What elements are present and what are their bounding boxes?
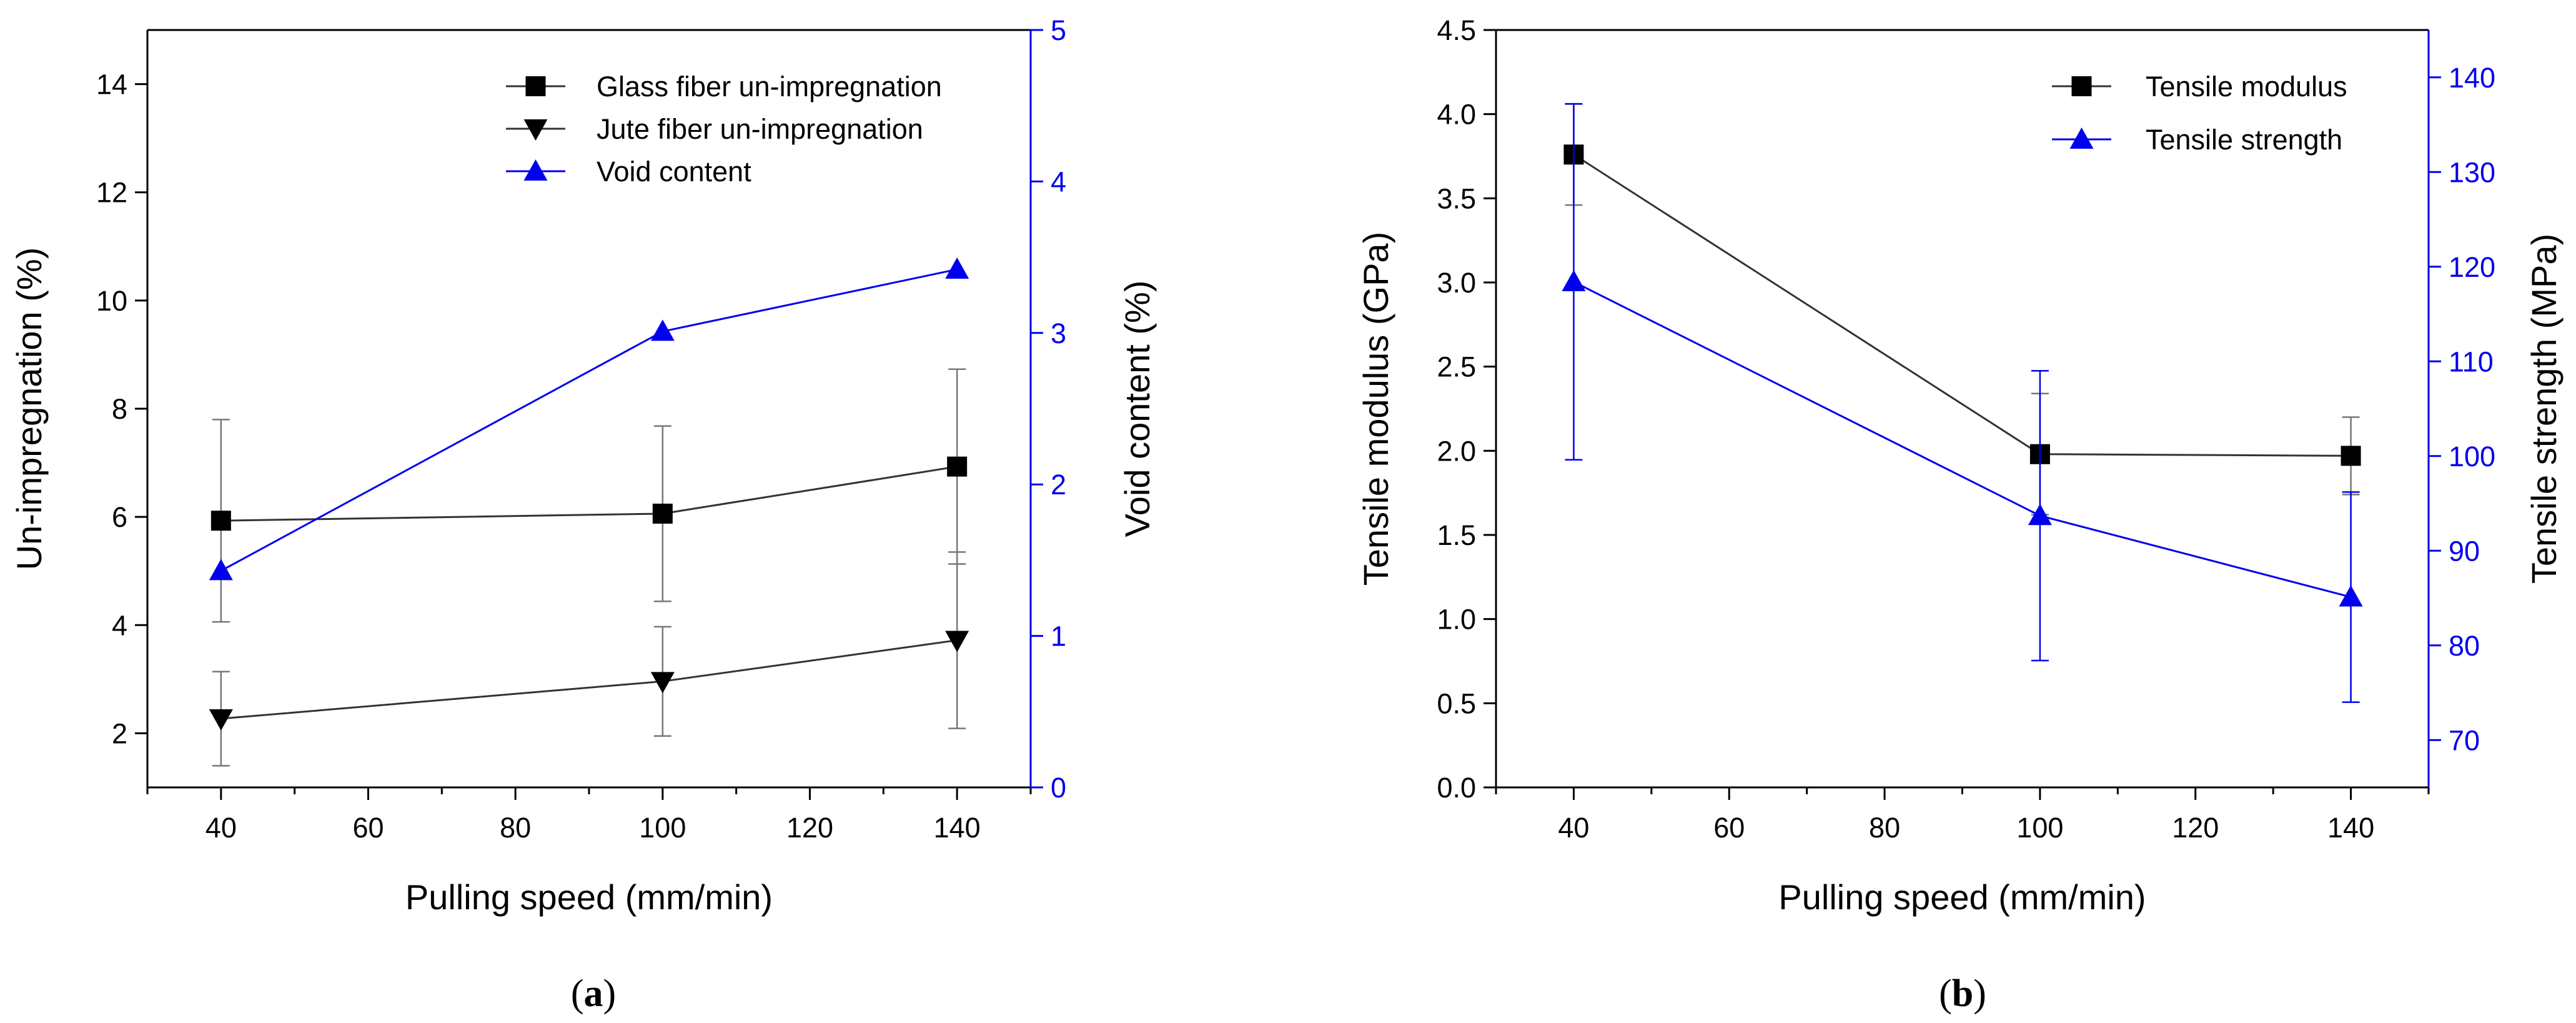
legend-label: Tensile strength xyxy=(2146,124,2342,156)
panel-label-letter: a xyxy=(584,972,603,1015)
y-left-axis-label: Un-impregnation (%) xyxy=(9,247,49,571)
panel-label-open: ( xyxy=(571,972,584,1015)
y-left-tick-label: 4 xyxy=(112,609,127,641)
panel-label: (a) xyxy=(571,972,616,1015)
y-right-axis-label: Tensile strength (MPa) xyxy=(2524,234,2564,584)
data-point xyxy=(211,511,231,531)
y-right-tick-label: 0 xyxy=(1051,772,1066,804)
y-right-tick-label: 4 xyxy=(1051,166,1066,197)
legend-marker xyxy=(525,76,546,96)
y-right-tick-label: 140 xyxy=(2449,62,2495,94)
x-tick-label: 60 xyxy=(1713,812,1745,844)
y-left-tick-label: 3.0 xyxy=(1437,267,1476,299)
y-left-tick-label: 4.5 xyxy=(1437,14,1476,46)
y-left-tick-label: 1.5 xyxy=(1437,519,1476,551)
data-point xyxy=(650,319,675,341)
legend-label: Glass fiber un-impregnation xyxy=(597,71,942,102)
y-left-tick-label: 0.0 xyxy=(1437,772,1476,804)
data-point xyxy=(2341,446,2361,466)
data-point xyxy=(2339,585,2363,607)
series-jute-fiber-un-impregnation xyxy=(209,551,969,767)
data-point xyxy=(2028,504,2052,526)
y-right-tick-label: 90 xyxy=(2449,535,2480,567)
panel-label-letter: b xyxy=(1952,972,1973,1015)
x-tick-label: 120 xyxy=(2172,812,2219,844)
chart-panel-b: 40 60 80 100 120 140 0.0 0.5 1.0 1.5 2.0 2.5 3.0 3.5 4… xyxy=(1356,14,2564,1015)
y-left-tick-label: 1.0 xyxy=(1437,604,1476,636)
legend-label: Tensile modulus xyxy=(2146,71,2347,102)
x-tick-label: 140 xyxy=(934,812,981,844)
y-right-tick-label: 130 xyxy=(2449,156,2495,188)
x-tick-label: 40 xyxy=(1558,812,1589,844)
legend-label: Jute fiber un-impregnation xyxy=(597,113,923,145)
legend-marker xyxy=(2071,76,2092,96)
data-point xyxy=(652,503,673,524)
data-point xyxy=(947,456,968,477)
y-left-tick-label: 14 xyxy=(96,69,127,101)
y-left-tick-label: 0.5 xyxy=(1437,687,1476,719)
y-right-tick-label: 80 xyxy=(2449,630,2480,662)
y-right-tick-label: 1 xyxy=(1051,621,1066,652)
data-point xyxy=(945,631,969,652)
y-left-axis-label: Tensile modulus (GPa) xyxy=(1356,232,1395,586)
x-tick-label: 100 xyxy=(2016,812,2063,844)
series-tensile-strength xyxy=(1562,102,2363,703)
data-point xyxy=(1562,269,1586,291)
x-tick-label: 80 xyxy=(1869,812,1900,844)
y-right-tick-label: 2 xyxy=(1051,469,1066,501)
y-left-tick-label: 6 xyxy=(112,501,127,533)
x-tick-label: 80 xyxy=(500,812,531,844)
y-left-tick-label: 8 xyxy=(112,393,127,425)
y-left-tick-label: 10 xyxy=(96,285,127,317)
x-axis-label: Pulling speed (mm/min) xyxy=(1778,877,2146,917)
legend-marker xyxy=(523,159,548,181)
y-left-tick-label: 12 xyxy=(96,177,127,209)
series-void-content xyxy=(209,257,969,581)
y-left-tick-label: 3.5 xyxy=(1437,182,1476,214)
panel-label-close: ) xyxy=(1973,972,1986,1015)
y-right-tick-label: 3 xyxy=(1051,317,1066,349)
y-left-tick-label: 2.0 xyxy=(1437,435,1476,467)
data-point xyxy=(209,559,233,581)
y-left-tick-label: 2 xyxy=(112,717,127,749)
legend-label: Void content xyxy=(597,156,751,187)
y-left-tick-label: 4.0 xyxy=(1437,99,1476,131)
series-glass-fiber-un-impregnation xyxy=(211,368,968,623)
x-tick-label: 100 xyxy=(639,812,686,844)
legend-marker xyxy=(2069,127,2094,149)
panel-label: (b) xyxy=(1939,972,1986,1015)
legend-marker xyxy=(523,119,548,141)
panel-label-close: ) xyxy=(603,972,617,1015)
x-axis-label: Pulling speed (mm/min) xyxy=(405,877,773,917)
y-right-tick-label: 5 xyxy=(1051,14,1066,46)
panel-label-open: ( xyxy=(1939,972,1952,1015)
x-tick-label: 60 xyxy=(352,812,384,844)
y-right-tick-label: 110 xyxy=(2449,346,2494,377)
x-tick-label: 120 xyxy=(786,812,833,844)
y-left-tick-label: 2.5 xyxy=(1437,351,1476,383)
y-right-axis-label: Void content (%) xyxy=(1117,281,1157,537)
x-tick-label: 40 xyxy=(206,812,237,844)
x-tick-label: 140 xyxy=(2327,812,2374,844)
y-right-tick-label: 120 xyxy=(2449,251,2495,283)
data-point xyxy=(209,709,233,731)
y-right-tick-label: 100 xyxy=(2449,441,2495,472)
y-right-tick-label: 70 xyxy=(2449,724,2480,756)
data-point xyxy=(945,257,969,279)
data-point xyxy=(650,672,675,694)
